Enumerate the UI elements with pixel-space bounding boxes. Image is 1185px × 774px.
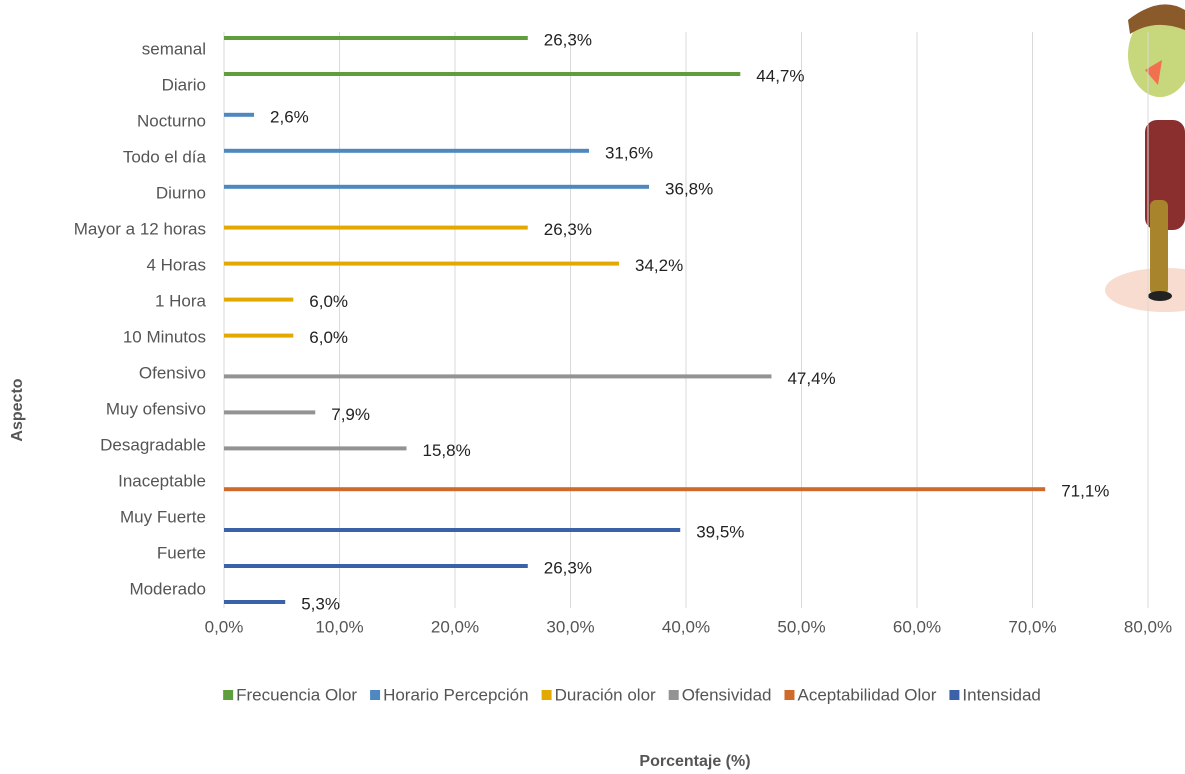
y-tick-label: Ofensivo <box>139 363 206 382</box>
legend-label: Duración olor <box>555 685 656 704</box>
legend-label: Horario Percepción <box>383 685 529 704</box>
y-tick-label: Inaceptable <box>118 471 206 490</box>
value-label: 26,3% <box>544 558 592 577</box>
y-axis-title: Aspecto <box>9 378 26 441</box>
y-tick-label: 10 Minutos <box>123 327 206 346</box>
value-label: 47,4% <box>787 369 835 388</box>
legend-label: Frecuencia Olor <box>236 685 357 704</box>
y-tick-label: Desagradable <box>100 435 206 454</box>
bar <box>224 148 589 153</box>
legend-swatch <box>541 690 552 700</box>
bar <box>224 225 528 230</box>
y-tick-label: Fuerte <box>157 543 206 562</box>
legend-label: Ofensividad <box>682 685 772 704</box>
legend-swatch <box>223 690 234 700</box>
y-tick-label: 4 Horas <box>146 255 206 274</box>
bar <box>224 72 741 76</box>
x-axis-title: Porcentaje (%) <box>639 753 750 770</box>
y-tick-label: Nocturno <box>137 111 206 130</box>
bar <box>224 112 255 117</box>
x-tick-label: 70,0% <box>1008 617 1056 636</box>
x-tick-label: 30,0% <box>546 617 594 636</box>
legend-swatch <box>949 690 960 700</box>
bar <box>224 564 528 568</box>
y-tick-label: semanal <box>142 39 206 58</box>
bar <box>224 446 407 451</box>
value-label: 31,6% <box>605 143 653 162</box>
x-tick-label: 40,0% <box>662 617 710 636</box>
value-label: 36,8% <box>665 179 713 198</box>
value-label: 2,6% <box>270 107 309 126</box>
x-tick-label: 0,0% <box>205 617 244 636</box>
value-label: 15,8% <box>422 441 470 460</box>
x-tick-label: 10,0% <box>315 617 363 636</box>
y-tick-label: Moderado <box>129 579 206 598</box>
bar <box>224 528 681 532</box>
bar <box>224 374 772 379</box>
value-label: 39,5% <box>696 522 744 541</box>
y-tick-label: Muy ofensivo <box>106 399 206 418</box>
bar <box>224 261 620 266</box>
value-label: 26,3% <box>544 220 592 239</box>
bar <box>224 36 528 40</box>
y-tick-label: Muy Fuerte <box>120 507 206 526</box>
legend-label: Aceptabilidad Olor <box>797 685 936 704</box>
legend-swatch <box>370 690 381 700</box>
bar <box>224 333 294 338</box>
bar <box>224 410 316 415</box>
value-label: 7,9% <box>331 405 370 424</box>
value-label: 71,1% <box>1061 482 1109 501</box>
legend-swatch <box>668 690 679 700</box>
bar <box>224 600 286 604</box>
x-tick-label: 60,0% <box>893 617 941 636</box>
value-label: 44,7% <box>756 66 804 85</box>
value-label: 6,0% <box>309 292 348 311</box>
y-tick-label: Diario <box>162 75 206 94</box>
bar <box>224 487 1046 492</box>
x-tick-label: 50,0% <box>777 617 825 636</box>
y-tick-label: Mayor a 12 horas <box>74 219 206 238</box>
bar <box>224 184 650 189</box>
value-label: 34,2% <box>635 256 683 275</box>
y-tick-label: 1 Hora <box>155 291 207 310</box>
legend-swatch <box>784 690 795 700</box>
legend-label: Intensidad <box>962 685 1040 704</box>
value-label: 26,3% <box>544 30 592 49</box>
x-tick-label: 80,0% <box>1124 617 1172 636</box>
value-label: 6,0% <box>309 328 348 347</box>
y-tick-label: Todo el día <box>123 147 207 166</box>
y-tick-label: Diurno <box>156 183 206 202</box>
bar <box>224 297 294 302</box>
decoration <box>1105 4 1185 312</box>
x-tick-label: 20,0% <box>431 617 479 636</box>
value-label: 5,3% <box>301 594 340 613</box>
